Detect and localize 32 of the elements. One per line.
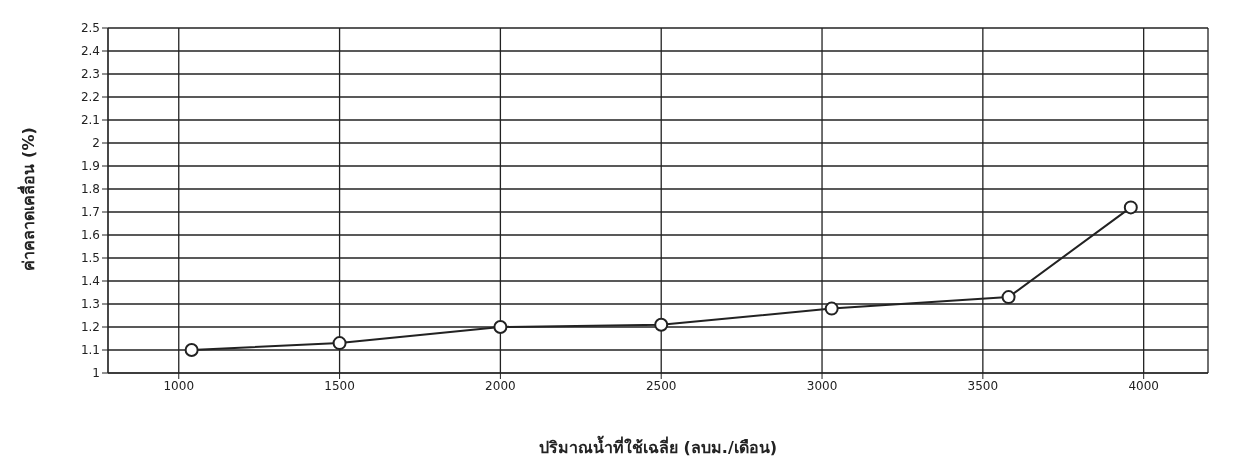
y-tick-label: 1.2 [80,320,100,335]
y-tick-label: 2 [92,136,100,151]
y-tick-label: 1.7 [80,205,100,220]
x-tick-label: 1000 [163,378,195,393]
point [654,317,669,332]
x-tick-label: 2000 [485,378,516,393]
x-tick-label: 3500 [967,378,999,393]
x-tick-label: 4000 [1128,378,1159,393]
y-tick-label: 2.1 [80,113,100,128]
y-tick-label: 2.2 [80,90,100,105]
y-tick-label: 1.9 [80,159,100,174]
y-tick-label: 1 [92,366,100,381]
point [184,343,199,357]
x-axis-title: ปริมาณน้ำที่ใช้เฉลี่ย (ลบม./เดือน) [538,435,778,457]
point [332,336,347,351]
y-tick-label: 2.4 [80,44,100,59]
y-tick-label: 2.5 [80,21,100,36]
x-tick-label: 2500 [645,378,677,393]
y-tick-label: 1.4 [80,274,100,289]
y-tick-label: 1.8 [80,182,100,197]
point [824,301,839,316]
y-tick-label: 1.6 [80,228,100,243]
x-tick-label: 3000 [806,378,838,393]
point [1001,290,1016,305]
y-axis-title: ค่าคลาดเคลื่อน (%) [16,127,38,271]
y-tick-label: 2.3 [80,67,100,82]
point [1123,200,1138,215]
y-tick-label: 1.3 [80,297,100,312]
y-tick-label: 1.1 [80,343,100,358]
y-tick-label: 1.5 [80,251,100,266]
x-tick-label: 1500 [324,378,355,393]
point [493,320,508,334]
